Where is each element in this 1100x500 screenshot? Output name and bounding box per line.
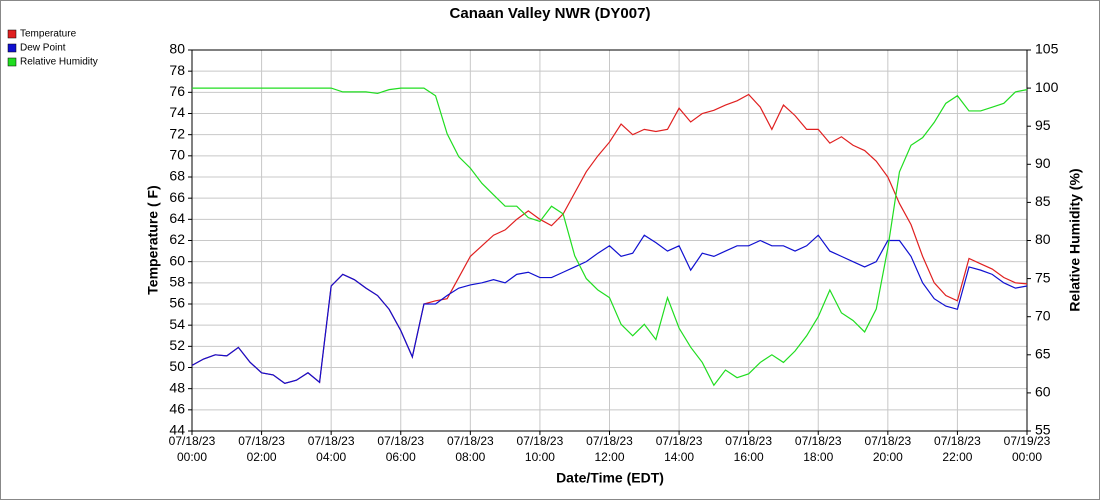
legend-swatch [7,29,17,39]
x-tick-label: 07/18/23 [725,434,772,448]
x-tick-label: 00:00 [1012,450,1042,464]
x-tick-label: 02:00 [247,450,277,464]
x-tick-label: 12:00 [594,450,624,464]
legend-label: Temperature [20,29,77,40]
y2-axis-title: Relative Humidity (%) [1067,168,1083,311]
y-tick-label: 62 [169,231,185,247]
x-axis-title: Date/Time (EDT) [556,470,664,486]
x-tick-label: 07/18/23 [308,434,355,448]
x-tick-label: 07/18/23 [934,434,981,448]
x-tick-label: 08:00 [455,450,485,464]
y-tick-label: 48 [169,379,185,395]
chart-title: Canaan Valley NWR (DY007) [450,5,651,22]
x-tick-label: 20:00 [873,450,903,464]
x-tick-label: 22:00 [942,450,972,464]
y-tick-label: 44 [169,422,185,438]
y-tick-label: 66 [169,189,185,205]
y2-tick-label: 95 [1035,117,1051,133]
x-tick-label: 07/19/23 [1004,434,1051,448]
y-tick-label: 72 [169,125,185,141]
y-tick-label: 80 [169,41,185,57]
x-tick-label: 07/18/23 [517,434,564,448]
x-tick-label: 06:00 [386,450,416,464]
x-tick-label: 10:00 [525,450,555,464]
y-tick-label: 76 [169,83,185,99]
x-tick-label: 07/18/23 [864,434,911,448]
legend-swatch [7,57,17,67]
x-tick-label: 14:00 [664,450,694,464]
y2-tick-label: 85 [1035,193,1051,209]
y-tick-label: 56 [169,295,185,311]
y2-tick-label: 65 [1035,346,1051,362]
x-tick-label: 18:00 [803,450,833,464]
y-tick-label: 50 [169,358,185,374]
y-tick-label: 60 [169,252,185,268]
y2-tick-label: 60 [1035,384,1051,400]
x-tick-label: 07/18/23 [169,434,216,448]
legend-label: Dew Point [20,43,66,54]
x-tick-label: 07/18/23 [586,434,633,448]
x-tick-label: 07/18/23 [377,434,424,448]
x-tick-label: 07/18/23 [795,434,842,448]
y-tick-label: 58 [169,274,185,290]
y2-tick-label: 70 [1035,307,1051,323]
y-tick-label: 70 [169,147,185,163]
legend-swatch [7,43,17,53]
y-tick-label: 54 [169,316,185,332]
x-tick-label: 07/18/23 [447,434,494,448]
x-tick-label: 04:00 [316,450,346,464]
y2-tick-label: 55 [1035,422,1051,438]
y2-tick-label: 105 [1035,41,1059,57]
y-tick-label: 74 [169,104,185,120]
series-line [191,234,1028,385]
y-tick-label: 68 [169,168,185,184]
y-axis-title: Temperature ( F) [145,185,161,294]
x-tick-label: 07/18/23 [656,434,703,448]
x-tick-label: 00:00 [177,450,207,464]
legend-label: Relative Humidity [20,57,98,68]
y2-tick-label: 80 [1035,231,1051,247]
y2-tick-label: 75 [1035,269,1051,285]
plot-border [191,49,1028,432]
x-tick-label: 16:00 [734,450,764,464]
y2-tick-label: 100 [1035,79,1059,95]
x-tick-label: 07/18/23 [238,434,285,448]
series-line [192,87,1028,387]
y-tick-label: 46 [169,401,185,417]
y-tick-label: 52 [169,337,185,353]
y2-tick-label: 90 [1035,155,1051,171]
y-tick-label: 64 [169,210,185,226]
y-tick-label: 78 [169,62,185,78]
